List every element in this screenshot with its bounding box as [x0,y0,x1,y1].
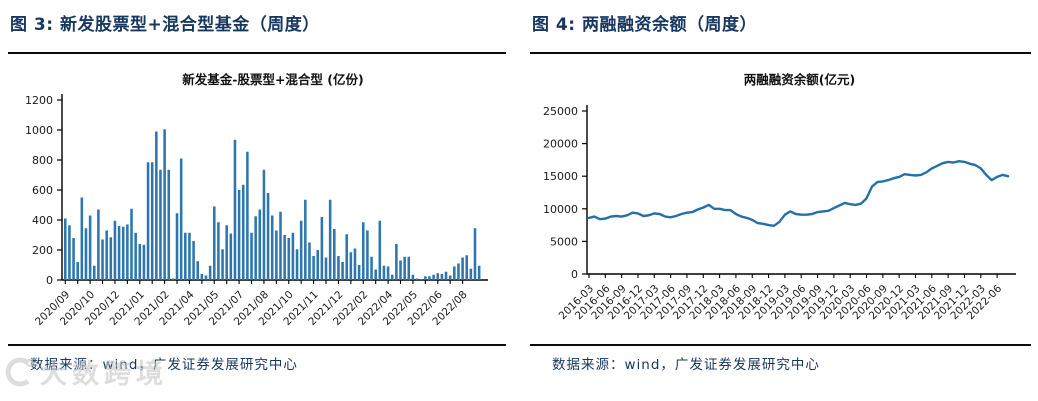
margin-balance-line-chart-svg: 两融融资余额(亿元)05000100001500020000250002016-… [543,72,1016,322]
figure-3-heading-rule [8,52,506,54]
svg-text:1000: 1000 [25,124,53,137]
figure-3-source-rule [8,344,506,346]
figure-3-heading: 图 3: 新发股票型+混合型基金（周度） [10,15,320,35]
figure-4-source: 数据来源：wind，广发证券发展研究中心 [552,357,820,373]
new-fund-issuance-bar-chart-svg: 新发基金-股票型+混合型 (亿份)02004006008001000120020… [25,72,488,328]
svg-text:0: 0 [571,268,578,281]
new-fund-issuance-bar-chart: 新发基金-股票型+混合型 (亿份) 0 200 400 600 800 1000 1200 20… [8,54,506,344]
svg-text:两融融资余额(亿元): 两融融资余额(亿元) [744,72,855,87]
svg-text:20000: 20000 [543,138,578,151]
svg-text:600: 600 [32,184,53,197]
svg-text:25000: 25000 [543,105,578,118]
svg-text:400: 400 [32,214,53,227]
figure-4-heading: 图 4: 两融融资余额（周度） [532,15,757,35]
svg-text:15000: 15000 [543,170,578,183]
svg-text:0: 0 [46,274,53,287]
svg-text:200: 200 [32,244,53,257]
svg-text:800: 800 [32,154,53,167]
svg-text:新发基金-股票型+混合型 (亿份): 新发基金-股票型+混合型 (亿份) [182,72,363,87]
figure-4-source-rule [530,344,1031,346]
svg-text:5000: 5000 [550,235,578,248]
margin-balance-line-chart: 两融融资余额(亿元) 0 5000 10000 15000 20000 25000 2016-… [530,54,1031,344]
svg-text:1200: 1200 [25,94,53,107]
svg-text:10000: 10000 [543,203,578,216]
figure-3-source: 数据来源：wind，广发证券发展研究中心 [30,357,298,373]
figure-4-block: 图 4: 两融融资余额（周度） 两融融资余额(亿元) 0 5000 10000 1500… [530,12,1031,373]
figure-4-heading-rule [530,52,1031,54]
figure-3-block: 图 3: 新发股票型+混合型基金（周度） 新发基金-股票型+混合型 (亿份) 0 2… [8,12,506,373]
